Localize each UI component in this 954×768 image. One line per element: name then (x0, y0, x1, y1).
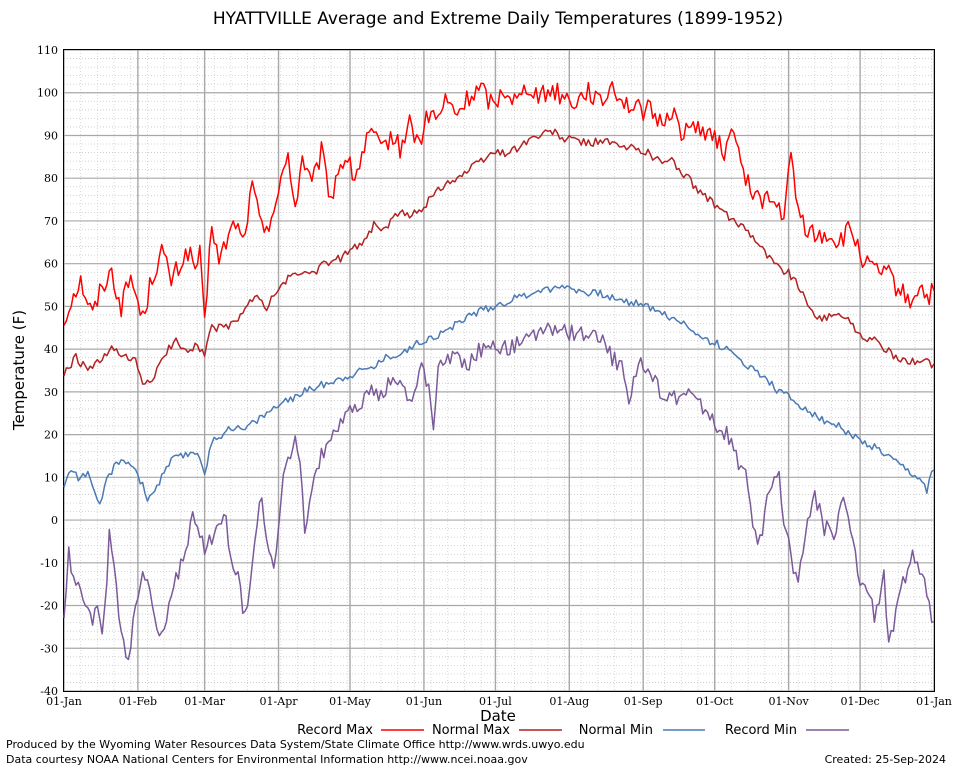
series-line-normal-min (63, 284, 935, 505)
legend-label: Normal Max (432, 723, 510, 738)
legend: Record Max Normal Max Normal Min Record Min (297, 723, 849, 738)
x-tick-label: 01-Feb (119, 695, 157, 708)
y-tick-label: 0 (51, 514, 58, 527)
y-tick-label: 20 (44, 429, 58, 442)
x-tick-label: 01-May (329, 695, 372, 708)
x-tick-label: 01-Jun (406, 695, 442, 708)
y-tick-label: 50 (44, 300, 58, 313)
grid-lines (63, 49, 935, 692)
legend-label: Normal Min (579, 723, 653, 738)
x-tick-label: 01-Jul (479, 695, 512, 708)
y-tick-label: 40 (44, 343, 58, 356)
y-tick-label: 10 (44, 471, 58, 484)
data-series (63, 81, 935, 661)
y-tick-label: -30 (40, 642, 58, 655)
x-tick-labels: 01-Jan 01-Feb 01-Mar 01-Apr 01-May 01-Jun 01-J… (46, 695, 952, 708)
y-tick-label: 90 (44, 129, 58, 142)
x-tick-label: 01-Aug (549, 695, 589, 708)
legend-label: Record Min (725, 723, 797, 738)
x-tick-label: 01-Mar (184, 695, 226, 708)
x-tick-label: 01-Oct (696, 695, 734, 708)
y-tick-label: 30 (44, 386, 58, 399)
y-tick-label: 60 (44, 258, 58, 271)
x-tick-label: 01-Jan (46, 695, 82, 708)
y-tick-label: 100 (37, 87, 58, 100)
series-line-record-max (63, 81, 935, 326)
y-tick-label: -20 (40, 600, 58, 613)
y-tick-label: 80 (44, 172, 58, 185)
y-axis-title: Temperature (F) (10, 310, 28, 431)
x-tick-label: 01-Apr (260, 695, 299, 708)
x-tick-label: 01-Dec (841, 695, 880, 708)
footer-produced-by: Produced by the Wyoming Water Resources … (6, 738, 585, 751)
x-tick-label: 01-Sep (624, 695, 663, 708)
legend-label: Record Max (297, 723, 373, 738)
chart-title: HYATTVILLE Average and Extreme Daily Tem… (213, 9, 783, 29)
series-line-record-min (63, 322, 935, 661)
y-tick-label: 110 (37, 44, 58, 57)
x-tick-label: 01-Jan (916, 695, 952, 708)
x-tick-label: 01-Nov (769, 695, 810, 708)
x-axis-title: Date (480, 707, 516, 725)
footer-created-date: Created: 25-Sep-2024 (824, 753, 946, 766)
y-tick-label: -40 (40, 685, 58, 698)
series-line-normal-max (63, 128, 935, 385)
footer-data-courtesy: Data courtesy NOAA National Centers for … (6, 753, 528, 766)
y-tick-label: -10 (40, 557, 58, 570)
y-tick-label: 70 (44, 215, 58, 228)
plot-area (63, 49, 935, 692)
